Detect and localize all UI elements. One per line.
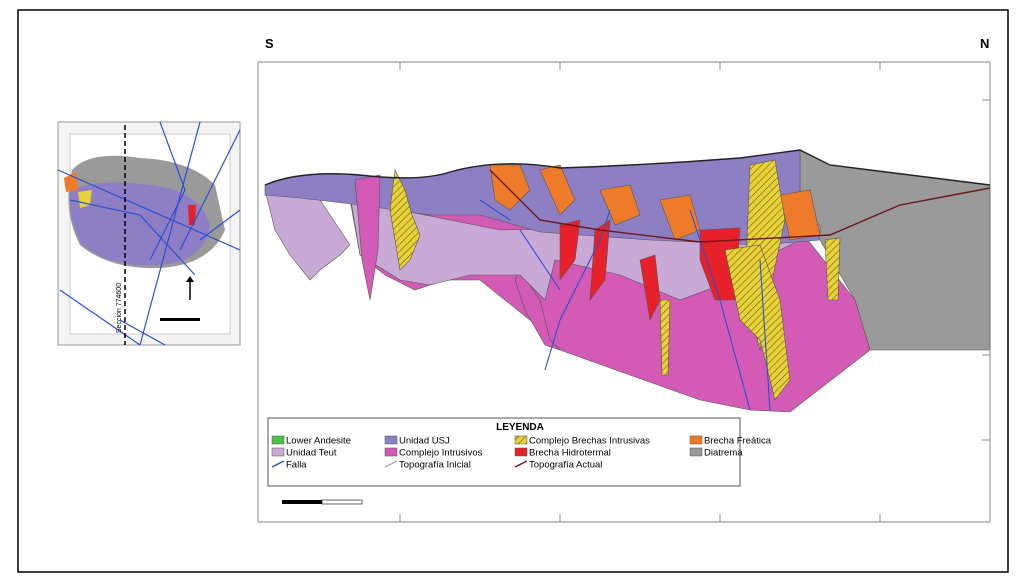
legend-label: Topografía Actual xyxy=(529,460,602,471)
legend-swatch xyxy=(385,436,397,444)
legend-label: Falla xyxy=(286,460,307,471)
legend-swatch xyxy=(690,448,702,456)
page: Sección 774600 S N xyxy=(0,0,1026,583)
inset-map: Sección 774600 xyxy=(58,122,240,345)
legend-swatch xyxy=(272,436,284,444)
legend-label: Unidad USJ xyxy=(399,436,450,447)
legend-label: Topografía Inicial xyxy=(399,460,471,471)
legend-swatch xyxy=(385,448,397,456)
legend-label: Brecha Hidrotermal xyxy=(529,448,611,459)
legend-title: LEYENDA xyxy=(496,422,544,433)
north-label: N xyxy=(980,36,989,51)
legend-swatch xyxy=(272,448,284,456)
legend-label: Lower Andesite xyxy=(286,436,351,447)
inset-section-label: Sección 774600 xyxy=(116,283,123,333)
scale-bar xyxy=(282,500,362,504)
legend-label: Unidad Teut xyxy=(286,448,337,459)
legend-swatch xyxy=(690,436,702,444)
legend-swatch xyxy=(515,448,527,456)
legend-label: Brecha Freática xyxy=(704,436,772,447)
legend-label: Complejo Intrusivos xyxy=(399,448,483,459)
legend-label: Diatrema xyxy=(704,448,743,459)
south-label: S xyxy=(265,36,274,51)
legend-label: Complejo Brechas Intrusivas xyxy=(529,436,650,447)
legend-swatch xyxy=(515,436,527,444)
